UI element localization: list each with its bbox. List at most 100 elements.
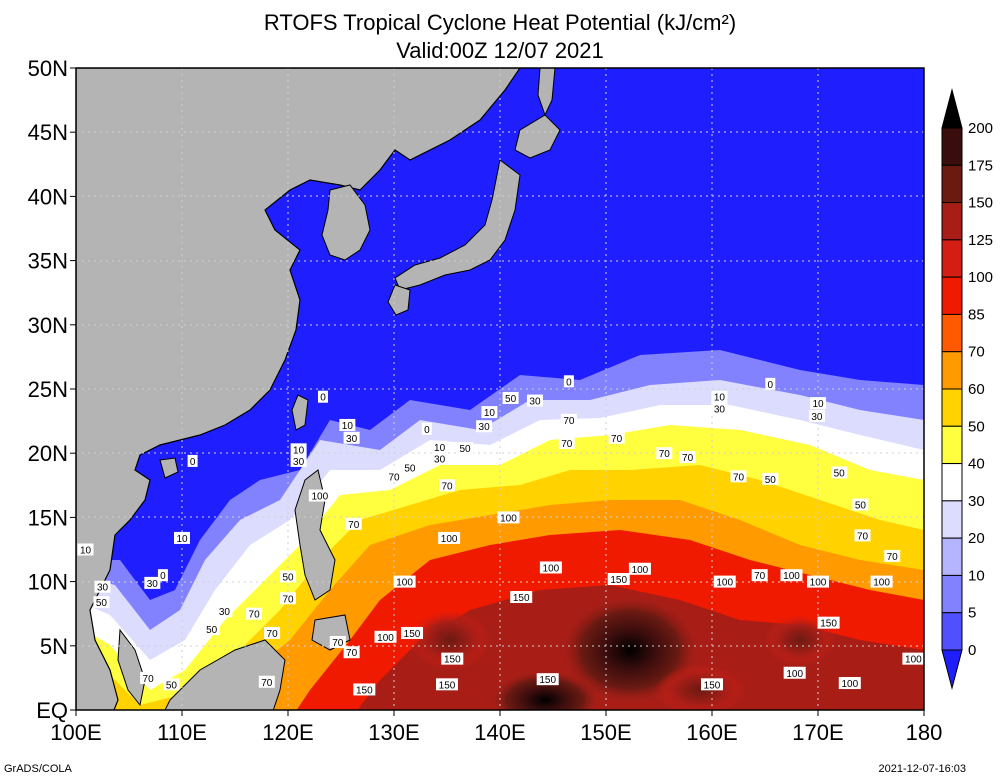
contour-label-box bbox=[157, 569, 168, 582]
contour-label-box bbox=[93, 596, 110, 609]
land-japan-kyushu bbox=[387, 284, 411, 316]
contour-label: 150 bbox=[701, 678, 723, 691]
contour-label-box bbox=[558, 436, 575, 449]
contour-label-box bbox=[831, 466, 848, 479]
contour-label-box bbox=[608, 431, 625, 444]
colorbar-tick-label: 85 bbox=[968, 306, 985, 323]
contour-label-box bbox=[140, 671, 157, 684]
contour-label-box bbox=[345, 517, 362, 530]
contour-label-box bbox=[144, 576, 161, 589]
contour-label: 0 bbox=[765, 377, 776, 391]
colorbar-swatch bbox=[941, 537, 963, 576]
contour-label: 70 bbox=[140, 671, 157, 685]
contour-label-text: 50 bbox=[166, 680, 178, 691]
contour-label-text: 10 bbox=[484, 408, 496, 419]
contour-label-text: 100 bbox=[377, 633, 394, 644]
contour-label-text: 10 bbox=[342, 421, 354, 432]
contour-label-text: 50 bbox=[505, 394, 517, 405]
contour-label-box bbox=[187, 454, 198, 467]
colorbar-swatch bbox=[941, 612, 963, 651]
contour-label: 100 bbox=[374, 630, 397, 644]
contour-label: 10 bbox=[174, 531, 190, 545]
contour-label-box bbox=[607, 573, 630, 586]
contour-label: 10 bbox=[77, 543, 94, 557]
contour-label-box bbox=[203, 623, 220, 636]
lat-tick-label: 25N bbox=[28, 377, 68, 402]
contour-label-text: 0 bbox=[768, 380, 774, 391]
footer-timestamp: 2021-12-07-16:03 bbox=[878, 763, 966, 775]
footer-credit: GrADS/COLA bbox=[4, 763, 72, 775]
contour-label-box bbox=[386, 470, 402, 483]
colorbar-tick-label: 5 bbox=[968, 605, 976, 622]
land-korea bbox=[321, 184, 371, 261]
contour-label: 50 bbox=[457, 442, 474, 455]
contour-label: 30 bbox=[526, 394, 543, 408]
contour-label-text: 70 bbox=[682, 453, 694, 464]
contour-label-text: 70 bbox=[282, 594, 294, 605]
contour-label-text: 50 bbox=[765, 475, 777, 486]
contour-label-text: 70 bbox=[261, 678, 273, 689]
contour-label-box bbox=[77, 543, 94, 556]
contour-label-box bbox=[216, 605, 233, 618]
lon-tick-label: 110E bbox=[157, 720, 207, 745]
colorbar-swatch bbox=[941, 351, 963, 390]
contour-label: 100 bbox=[308, 489, 331, 503]
contour-label-box bbox=[730, 470, 747, 483]
contour-label-box bbox=[258, 675, 275, 688]
contour-label-text: 30 bbox=[479, 422, 491, 433]
colorbar-tick-label: 200 bbox=[968, 120, 993, 137]
lon-tick-label: 150E bbox=[580, 720, 631, 745]
land-sakhalin bbox=[537, 68, 556, 117]
colorbar-swatch bbox=[941, 127, 963, 166]
contour-label-text: 70 bbox=[332, 638, 344, 649]
contour-label-box bbox=[280, 592, 296, 605]
contour-label: 0 bbox=[187, 454, 198, 468]
contour-label-text: 150 bbox=[404, 629, 421, 640]
contour-label-text: 150 bbox=[513, 593, 530, 604]
warm-core-southeast bbox=[655, 665, 745, 710]
contour-label: 30 bbox=[808, 409, 825, 423]
contour-label-box bbox=[343, 431, 360, 444]
contour-label-text: 10 bbox=[714, 393, 726, 404]
contour-label: 70 bbox=[558, 436, 575, 450]
latitude-axis: 50N 45N 40N 35N 30N 25N 20N 15N 10N 5N EQ bbox=[28, 56, 76, 723]
contour-label: 70 bbox=[264, 626, 281, 640]
contour-label: 100 bbox=[870, 575, 893, 589]
colorbar-tick-label: 20 bbox=[968, 530, 985, 547]
land-japan-honshu bbox=[394, 159, 521, 291]
contour-label: 50 bbox=[852, 498, 869, 512]
contour-label-text: 70 bbox=[561, 439, 573, 450]
colorbar-swatch bbox=[941, 500, 963, 539]
colorbar-swatch bbox=[941, 425, 963, 465]
contour-label-text: 100 bbox=[396, 578, 413, 589]
contour-label-box bbox=[353, 683, 376, 696]
contour-label-text: 70 bbox=[611, 434, 623, 445]
lat-tick-label: 35N bbox=[28, 249, 68, 274]
contour-label: 50 bbox=[762, 472, 779, 486]
contour-label: 70 bbox=[258, 675, 275, 689]
colorbar-tick-label: 100 bbox=[968, 269, 993, 286]
contour-label-text: 10 bbox=[812, 399, 824, 410]
contour-label-box bbox=[884, 549, 901, 562]
contour-label-text: 50 bbox=[96, 598, 108, 609]
contour-label-text: 150 bbox=[539, 675, 556, 686]
contour-label-box bbox=[751, 569, 768, 582]
contour-label: 70 bbox=[854, 529, 871, 542]
contour-label-box bbox=[476, 420, 493, 433]
contour-label-text: 70 bbox=[857, 531, 869, 542]
contour-label-text: 30 bbox=[293, 457, 305, 468]
lon-tick-label: 100E bbox=[50, 720, 101, 745]
contour-label-text: 70 bbox=[733, 472, 745, 483]
contour-label-text: 100 bbox=[716, 578, 733, 589]
contour-label-box bbox=[163, 678, 180, 691]
colorbar-max-arrow bbox=[941, 88, 963, 129]
contour-label-box bbox=[343, 646, 360, 659]
contour-label-box bbox=[439, 479, 455, 492]
contour-label-text: 100 bbox=[873, 578, 890, 589]
contour-label-box bbox=[264, 626, 281, 639]
contour-label-text: 30 bbox=[434, 454, 446, 465]
lon-tick-label: 160E bbox=[686, 720, 737, 745]
contour-label: 100 bbox=[628, 562, 651, 576]
contour-label-box bbox=[870, 575, 893, 588]
